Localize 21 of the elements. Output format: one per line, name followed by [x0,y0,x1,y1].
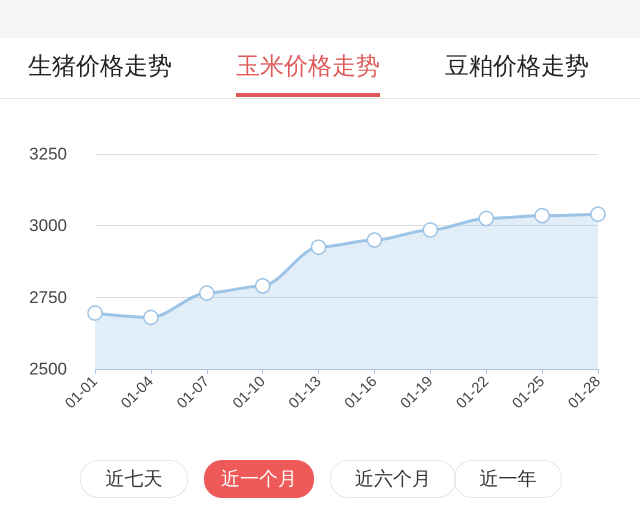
point [422,222,438,238]
y-tick-label: 2500 [29,360,67,378]
text: 近六个月 [330,460,456,498]
y-tick-label: 2750 [29,288,67,307]
point [534,208,550,224]
point [590,206,606,222]
y-tick-label: 3000 [29,216,67,236]
point [478,210,494,226]
point [143,310,159,326]
text: 近一个月 [204,460,314,498]
point [87,305,103,321]
point [199,285,215,301]
text: 生猪价格走势 [28,51,172,82]
text: 近七天 [80,460,188,498]
point [310,239,326,255]
point [254,278,270,294]
text: 豆粕价格走势 [445,51,589,82]
text: 近一年 [454,460,562,498]
chart-title: 玉米价格走势 [236,51,380,82]
y-tick-label: 3250 [29,144,67,164]
point [366,232,382,248]
